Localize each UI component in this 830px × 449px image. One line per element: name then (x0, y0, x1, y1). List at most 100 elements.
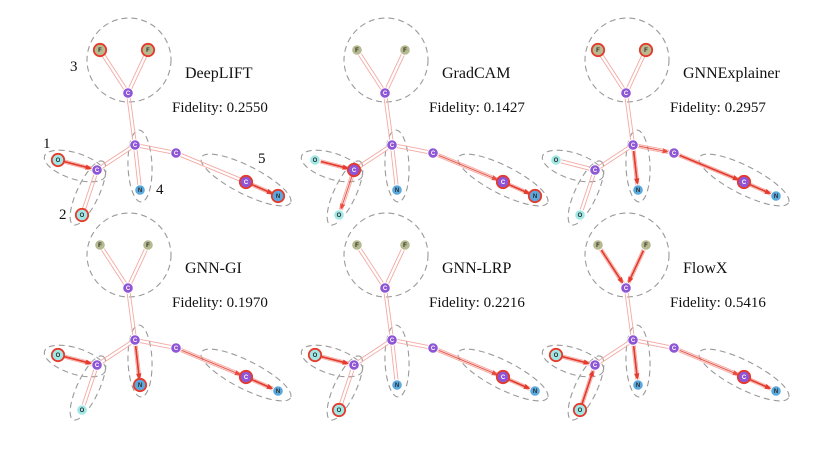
explanation-edge-arrowhead (764, 383, 772, 389)
group-number-4: 4 (156, 182, 164, 198)
atom-n (770, 385, 782, 397)
atom-c (348, 359, 360, 371)
bond-line (556, 158, 596, 169)
atom-c (627, 334, 639, 346)
bond-line (627, 92, 636, 145)
bond-line (673, 349, 744, 379)
explanation-edge (581, 371, 594, 405)
bond-line (623, 93, 632, 146)
bond-line (393, 339, 400, 385)
atom-label: C (244, 375, 249, 381)
atom-label: O (337, 213, 342, 219)
atom-c (379, 87, 391, 99)
fidelity-score: Fidelity: 0.2550 (172, 100, 268, 116)
group-circle-1 (343, 17, 429, 103)
explanation-edge (632, 150, 639, 184)
group-circle-5 (200, 348, 292, 402)
bond-line (129, 245, 150, 289)
explanation-edge-arrowhead (266, 188, 274, 194)
bond-line (393, 144, 400, 190)
explanation-edge (340, 175, 353, 209)
panel-gnnexplainer: F F C C O C O N C C N GNNExplainer Fidelity: 0.2957 (541, 17, 790, 226)
explanation-edge-arrowhead (491, 175, 499, 181)
atom-o (572, 402, 588, 418)
atom-c (129, 139, 141, 151)
bond-line (176, 151, 247, 181)
atom-f (351, 44, 363, 56)
panel-flowx: F F C C O C O N C C N FlowX Fidelity: 0.5416 (541, 212, 790, 421)
bond-line (95, 143, 135, 170)
atom-o (333, 209, 345, 221)
bond-line (674, 151, 745, 181)
bond-line (337, 364, 353, 410)
atom-label: O (80, 213, 85, 219)
bond-line (126, 49, 147, 93)
explanation-edge-arrowhead (342, 359, 350, 365)
panel-gradcam: F F C C O C O N C C N GradCAM Fidelity: 0.1427 (300, 17, 549, 226)
bond-line (134, 341, 176, 351)
atom-c (736, 174, 752, 190)
atom-label: N (138, 188, 142, 194)
bond-line (129, 92, 138, 145)
bond-line (433, 151, 504, 181)
bond-line (135, 142, 177, 152)
atom-label: C (126, 91, 131, 97)
atom-label: C (95, 363, 100, 369)
explanation-edge (638, 145, 668, 153)
bond-line (578, 169, 594, 215)
bond-line (135, 337, 177, 347)
explanation-edge-arrowhead (634, 373, 640, 381)
method-title: GNN-LRP (442, 260, 511, 277)
atom-c (122, 282, 134, 294)
bond-line (340, 170, 356, 216)
group-number-2: 2 (59, 207, 67, 223)
atom-label: C (593, 363, 598, 369)
explanation-edge (320, 160, 348, 170)
bond-line (627, 287, 636, 340)
atom-label: C (174, 346, 179, 352)
atom-c (91, 164, 103, 176)
atom-label: C (742, 375, 747, 381)
method-title: GNN-GI (185, 260, 242, 277)
atom-n (529, 385, 541, 397)
explanation-edge (600, 249, 623, 283)
atom-n (527, 188, 543, 204)
group-number-3: 3 (70, 59, 78, 75)
bond-line (627, 245, 648, 289)
atom-label: C (126, 286, 131, 292)
atom-c (589, 164, 601, 176)
atom-o (74, 207, 90, 223)
atom-o (307, 347, 323, 363)
atom-c (238, 174, 254, 190)
atom-f (592, 239, 604, 251)
atom-o (76, 404, 88, 416)
bond-line (100, 48, 130, 93)
group-circle-4 (384, 324, 410, 398)
explanation-edge (63, 355, 91, 365)
bond-line (83, 170, 99, 216)
atom-label: F (596, 243, 600, 249)
method-title: DeepLIFT (185, 65, 253, 82)
bond-line (382, 93, 391, 146)
atom-label: C (431, 151, 436, 157)
bond-line (432, 349, 503, 379)
explanation-edge-arrowhead (732, 175, 740, 181)
bond-line (383, 244, 404, 288)
atom-label: F (98, 243, 102, 249)
bond-line (623, 288, 632, 341)
bond-line (673, 154, 744, 184)
atom-label: F (644, 48, 648, 54)
atom-label: C (742, 180, 747, 186)
bond-line (555, 161, 595, 172)
atom-c (91, 359, 103, 371)
atom-label: C (244, 180, 249, 186)
group-circle-4 (384, 129, 410, 203)
bond-line (386, 92, 395, 145)
bond-line (129, 287, 138, 340)
atom-label: O (313, 353, 318, 359)
group-circle-4 (127, 324, 153, 398)
atom-f (399, 44, 411, 56)
bond-line (598, 48, 628, 93)
atom-label: N (276, 389, 280, 395)
fidelity-score: Fidelity: 0.2216 (429, 295, 525, 311)
